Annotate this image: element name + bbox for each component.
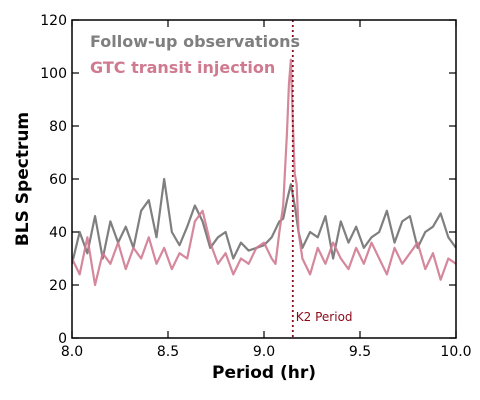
y-axis-label: BLS Spectrum [13,112,33,246]
y-tick-label: 0 [58,331,67,347]
y-tick-label: 100 [40,66,67,82]
y-tick-label: 80 [49,119,67,135]
y-tick-label: 40 [49,225,67,241]
x-tick-label: 9.0 [253,344,275,360]
x-axis-label: Period (hr) [212,363,316,383]
x-tick-label: 8.5 [157,344,179,360]
y-tick-label: 60 [49,172,67,188]
k2-period-label: K2 Period [296,310,353,324]
y-tick-label: 20 [49,278,67,294]
legend-entry-2: GTC transit injection [90,58,275,77]
x-tick-label: 10.0 [440,344,471,360]
y-tick-label: 120 [40,13,67,29]
x-tick-label: 9.5 [349,344,371,360]
legend-entry-1: Follow-up observations [90,32,300,51]
